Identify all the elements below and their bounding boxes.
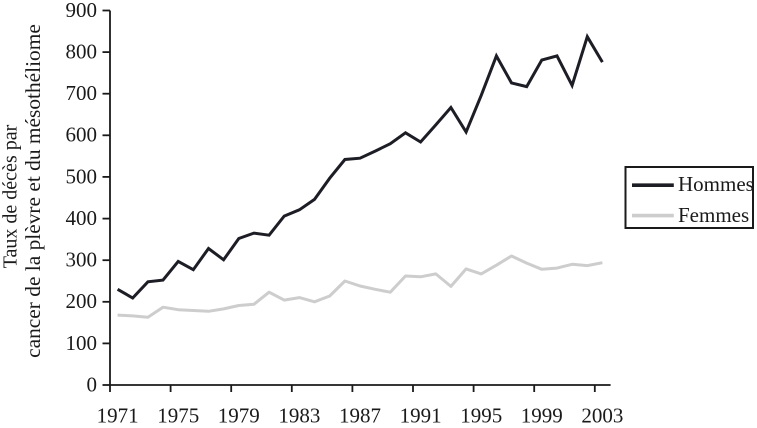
svg-text:200: 200 [66,289,98,313]
svg-text:600: 600 [66,123,98,147]
svg-text:Femmes: Femmes [678,203,749,227]
svg-text:1991: 1991 [400,404,442,428]
svg-text:2003: 2003 [581,404,623,428]
svg-text:1971: 1971 [97,404,139,428]
svg-text:cancer de la plèvre et du méso: cancer de la plèvre et du mésothéliome [21,24,45,358]
svg-text:800: 800 [66,40,98,64]
svg-text:1979: 1979 [218,404,260,428]
svg-text:1983: 1983 [278,404,320,428]
svg-text:1987: 1987 [339,404,381,428]
svg-text:900: 900 [66,0,98,22]
svg-text:300: 300 [66,248,98,272]
svg-text:Taux de décès par: Taux de décès par [0,124,22,268]
svg-text:1995: 1995 [460,404,502,428]
svg-text:1999: 1999 [521,404,563,428]
svg-text:500: 500 [66,164,98,188]
svg-text:1975: 1975 [157,404,199,428]
svg-text:700: 700 [66,81,98,105]
svg-text:Hommes: Hommes [678,172,754,196]
svg-text:400: 400 [66,206,98,230]
svg-text:0: 0 [87,372,98,396]
svg-text:100: 100 [66,331,98,355]
